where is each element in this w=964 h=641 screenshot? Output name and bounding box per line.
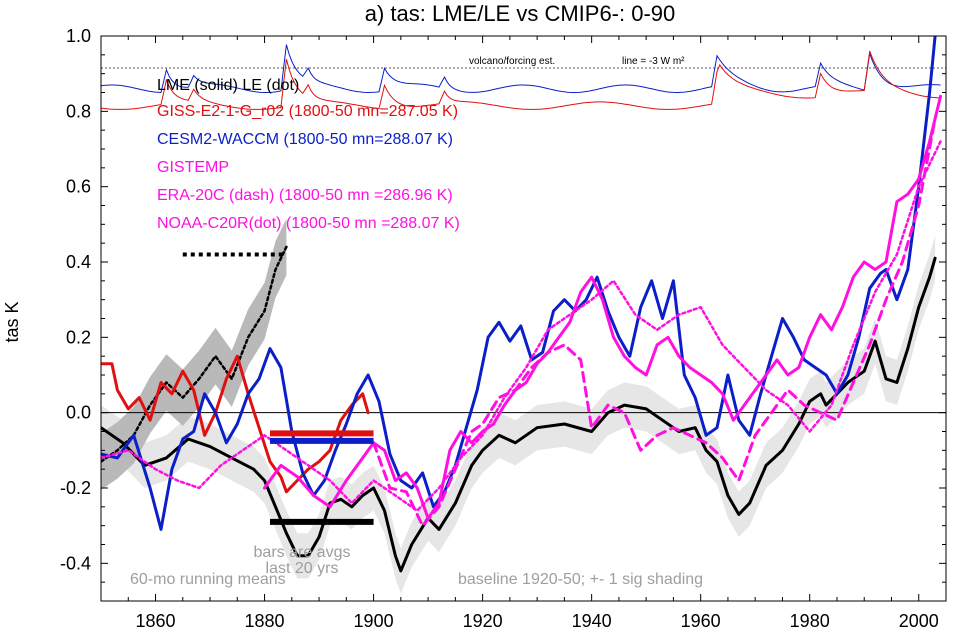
series-era-20c-dash bbox=[372, 117, 937, 528]
x-tick-label: 1860 bbox=[135, 611, 175, 631]
giss-forcing-curve bbox=[100, 50, 941, 110]
y-tick-label: -0.2 bbox=[60, 478, 91, 498]
series-lme-solid bbox=[101, 256, 937, 573]
volcano-annotation: volcano/forcing est. bbox=[469, 56, 555, 67]
legend-entry: CESM2-WACCM (1800-50 mn=288.07 K) bbox=[157, 131, 453, 148]
running-mean-note: 60-mo running means bbox=[130, 571, 286, 588]
y-axis-label: tas K bbox=[2, 301, 22, 342]
series-giss-e2-1-g-r02 bbox=[101, 354, 370, 494]
axes: 1860 1880 1900 1920 1940 1960 1980 2000 -0.4 -0.2… bbox=[60, 26, 947, 631]
legend-entry: GISS-E2-1-G_r02 (1800-50 mn=287.05 K) bbox=[157, 103, 458, 120]
average-bars bbox=[182, 252, 374, 525]
y-tick-label: 1.0 bbox=[66, 26, 91, 46]
cesm2-forcing-curve bbox=[100, 44, 941, 94]
bars-note-line-1: bars are avgs bbox=[254, 544, 351, 561]
x-tick-label: 1940 bbox=[572, 611, 612, 631]
y-tick-label: 0.0 bbox=[66, 403, 91, 423]
uncertainty-shading bbox=[101, 218, 936, 594]
bars-note-line-2: last 20 yrs bbox=[266, 560, 339, 577]
y-tick-label: 0.8 bbox=[66, 101, 91, 121]
x-tick-label: 1920 bbox=[463, 611, 503, 631]
legend-entry: ERA-20C (dash) (1800-50 mn =286.96 K) bbox=[157, 187, 453, 204]
legend-entry: GISTEMP bbox=[157, 159, 229, 176]
series-gistemp bbox=[263, 94, 942, 520]
lme-shading bbox=[101, 235, 936, 594]
le-shading bbox=[101, 218, 287, 490]
x-tick-label: 1980 bbox=[790, 611, 830, 631]
legend-entry: LME (solid) LE (dot) bbox=[157, 77, 299, 94]
x-tick-label: 1960 bbox=[681, 611, 721, 631]
x-tick-label: 1880 bbox=[245, 611, 285, 631]
x-tick-label: 1900 bbox=[354, 611, 394, 631]
legend-entry: NOAA-C20R(dot) (1800-50 mn =288.07 K) bbox=[157, 215, 460, 232]
series-noaa-c20r-dot bbox=[101, 140, 942, 512]
baseline-note: baseline 1920-50; +- 1 sig shading bbox=[458, 571, 703, 588]
y-tick-label: 0.4 bbox=[66, 252, 91, 272]
y-tick-label: -0.4 bbox=[60, 553, 91, 573]
y-tick-label: 0.6 bbox=[66, 177, 91, 197]
legend: LME (solid) LE (dot) GISS-E2-1-G_r02 (180… bbox=[157, 77, 460, 232]
x-tick-label: 2000 bbox=[899, 611, 939, 631]
chart-title: a) tas: LME/LE vs CMIP6-: 0-90 bbox=[365, 1, 676, 26]
forcing-scale-annotation: line = -3 W m² bbox=[622, 56, 685, 67]
series-lines bbox=[101, 36, 942, 573]
y-tick-label: 0.2 bbox=[66, 327, 91, 347]
